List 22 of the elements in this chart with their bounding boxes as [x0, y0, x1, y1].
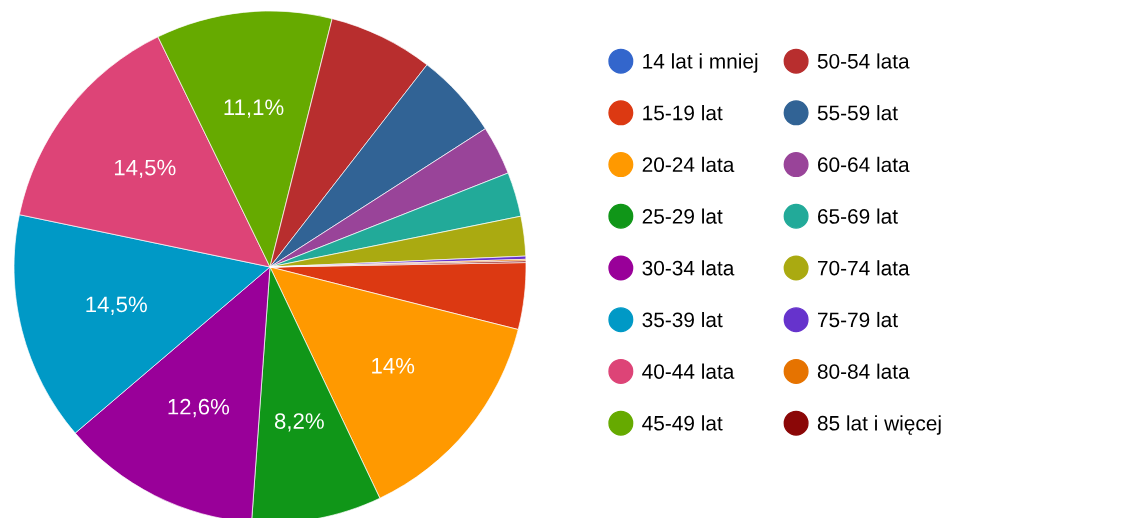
data-label: 14,5% [86, 296, 147, 315]
legend-label: 65-69 lat [818, 208, 898, 224]
legend-label: 75-79 lat [818, 311, 898, 328]
data-label: 11,1% [224, 99, 284, 118]
legend-label: 80-84 lata [817, 363, 910, 379]
legend-label: 20-24 lata [642, 156, 735, 173]
legend-label: 15-19 lat [643, 105, 723, 121]
legend-label: 60-64 lata [818, 156, 910, 173]
legend-label: 30-34 lata [642, 260, 735, 276]
legend-label: 50-54 lata [817, 53, 910, 69]
data-label: 8,2% [274, 413, 324, 432]
legend-label: 25-29 lat [642, 208, 723, 224]
legend-label: 14 lat i mniej [643, 53, 758, 73]
legend-label: 70-74 lata [818, 260, 910, 276]
legend-label: 45-49 lat [642, 415, 723, 431]
data-label: 14,5% [114, 159, 176, 179]
legend-label: 55-59 lat [817, 105, 898, 121]
legend-label: 35-39 lat [642, 311, 723, 328]
legend-label: 40-44 lata [642, 363, 735, 379]
data-label: 12,6% [168, 398, 230, 418]
data-label: 14% [372, 357, 415, 374]
legend-label: 85 lat i więcej [817, 415, 941, 435]
